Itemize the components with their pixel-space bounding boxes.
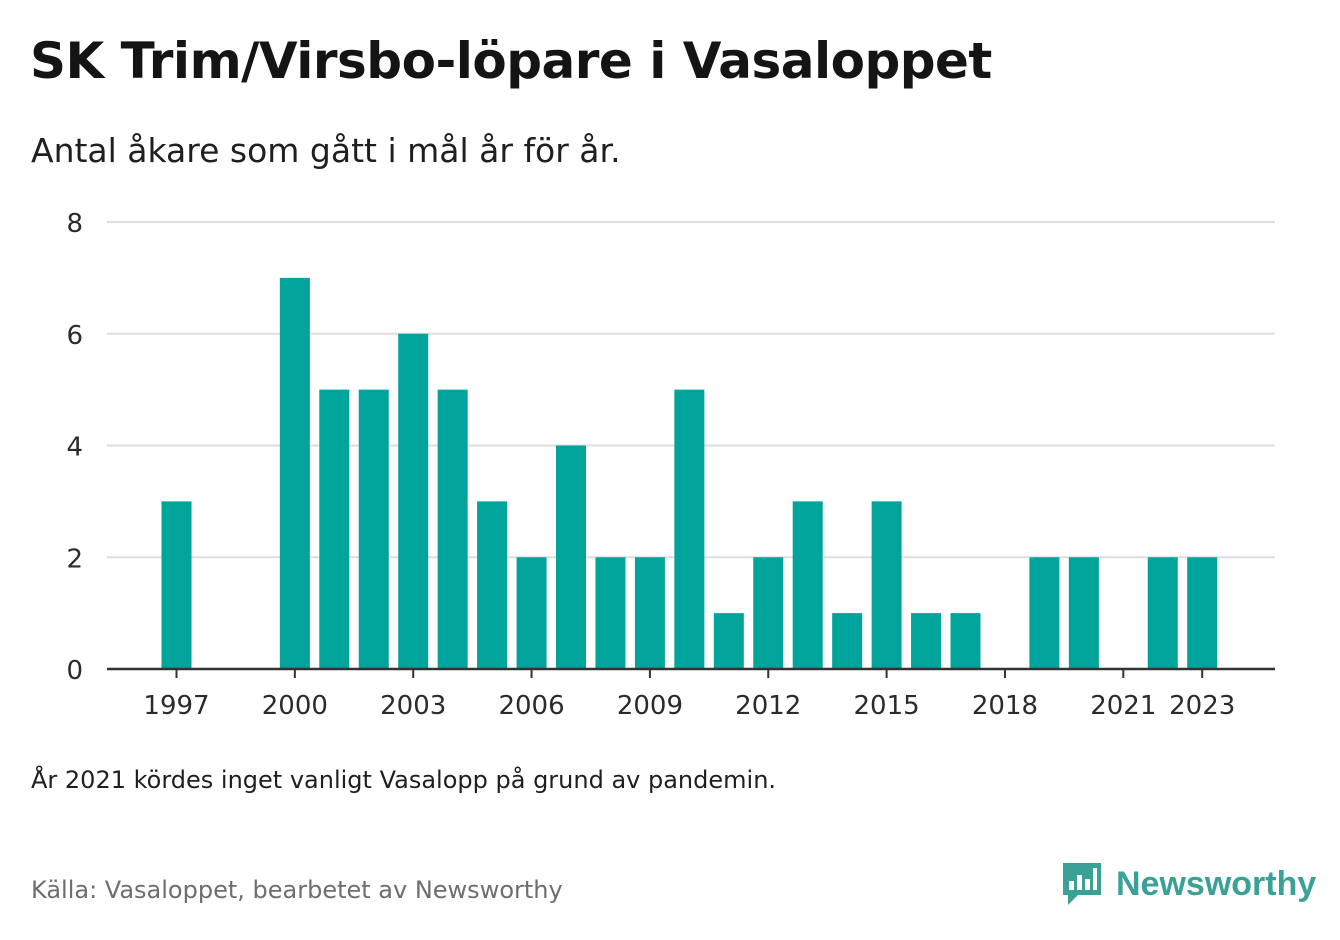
bar-2010	[674, 389, 705, 669]
y-tick-label: 2	[66, 544, 83, 574]
bar-2019	[1029, 557, 1060, 669]
x-tick-label: 2015	[854, 691, 920, 721]
x-tick-label: 2000	[262, 691, 328, 721]
chart-subtitle: Antal åkare som gått i mål år för år.	[31, 131, 621, 170]
source-text: Källa: Vasaloppet, bearbetet av Newswort…	[31, 876, 563, 904]
y-tick-label: 0	[66, 656, 83, 686]
bar-2000	[279, 277, 310, 669]
x-tick-label: 2003	[380, 691, 446, 721]
bar-2015	[871, 501, 902, 669]
x-tick-label: 2023	[1169, 691, 1235, 721]
bar-2008	[595, 557, 626, 669]
bar-2013	[792, 501, 823, 669]
bar-2005	[477, 501, 508, 669]
bar-2009	[634, 557, 665, 669]
x-tick-label: 1997	[143, 691, 209, 721]
x-tick-label: 2021	[1090, 691, 1156, 721]
bar-2003	[398, 333, 429, 669]
y-tick-label: 8	[66, 209, 83, 239]
bar-2001	[319, 389, 350, 669]
chart-note: År 2021 kördes inget vanligt Vasalopp på…	[31, 766, 777, 794]
chart-title: SK Trim/Virsbo-löpare i Vasaloppet	[30, 32, 992, 90]
bar-2011	[713, 613, 744, 669]
brand-name: Newsworthy	[1116, 864, 1317, 903]
bar-2022	[1147, 557, 1178, 669]
x-tick-label: 2012	[735, 691, 801, 721]
bar-2016	[911, 613, 942, 669]
bar-1997	[161, 501, 192, 669]
x-tick-label: 2006	[498, 691, 564, 721]
bar-2023	[1187, 557, 1218, 669]
bar-2004	[437, 389, 468, 669]
bars	[161, 277, 1218, 669]
bar-chart: 0 2 4 6 8 1997 2000 2003 2006 2009 2012 2015 2018 202…	[66, 209, 1275, 721]
x-tick-label: 2009	[617, 691, 683, 721]
newsworthy-logo-icon	[1063, 863, 1101, 905]
y-tick-label: 4	[66, 433, 83, 463]
bar-2014	[832, 613, 863, 669]
bar-2020	[1068, 557, 1099, 669]
brand-logo: Newsworthy	[1060, 860, 1316, 908]
bar-2006	[516, 557, 547, 669]
y-tick-label: 6	[66, 321, 83, 351]
axes: 0 2 4 6 8 1997 2000 2003 2006 2009 2012 2015 2018 202…	[66, 209, 1275, 721]
x-tick-label: 2018	[972, 691, 1038, 721]
bar-2007	[556, 445, 586, 669]
bar-2002	[358, 389, 389, 669]
bar-2017	[950, 613, 981, 669]
bar-2012	[753, 557, 784, 669]
